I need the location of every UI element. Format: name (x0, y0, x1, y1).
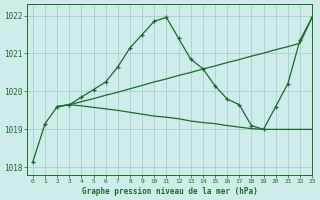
X-axis label: Graphe pression niveau de la mer (hPa): Graphe pression niveau de la mer (hPa) (82, 187, 257, 196)
